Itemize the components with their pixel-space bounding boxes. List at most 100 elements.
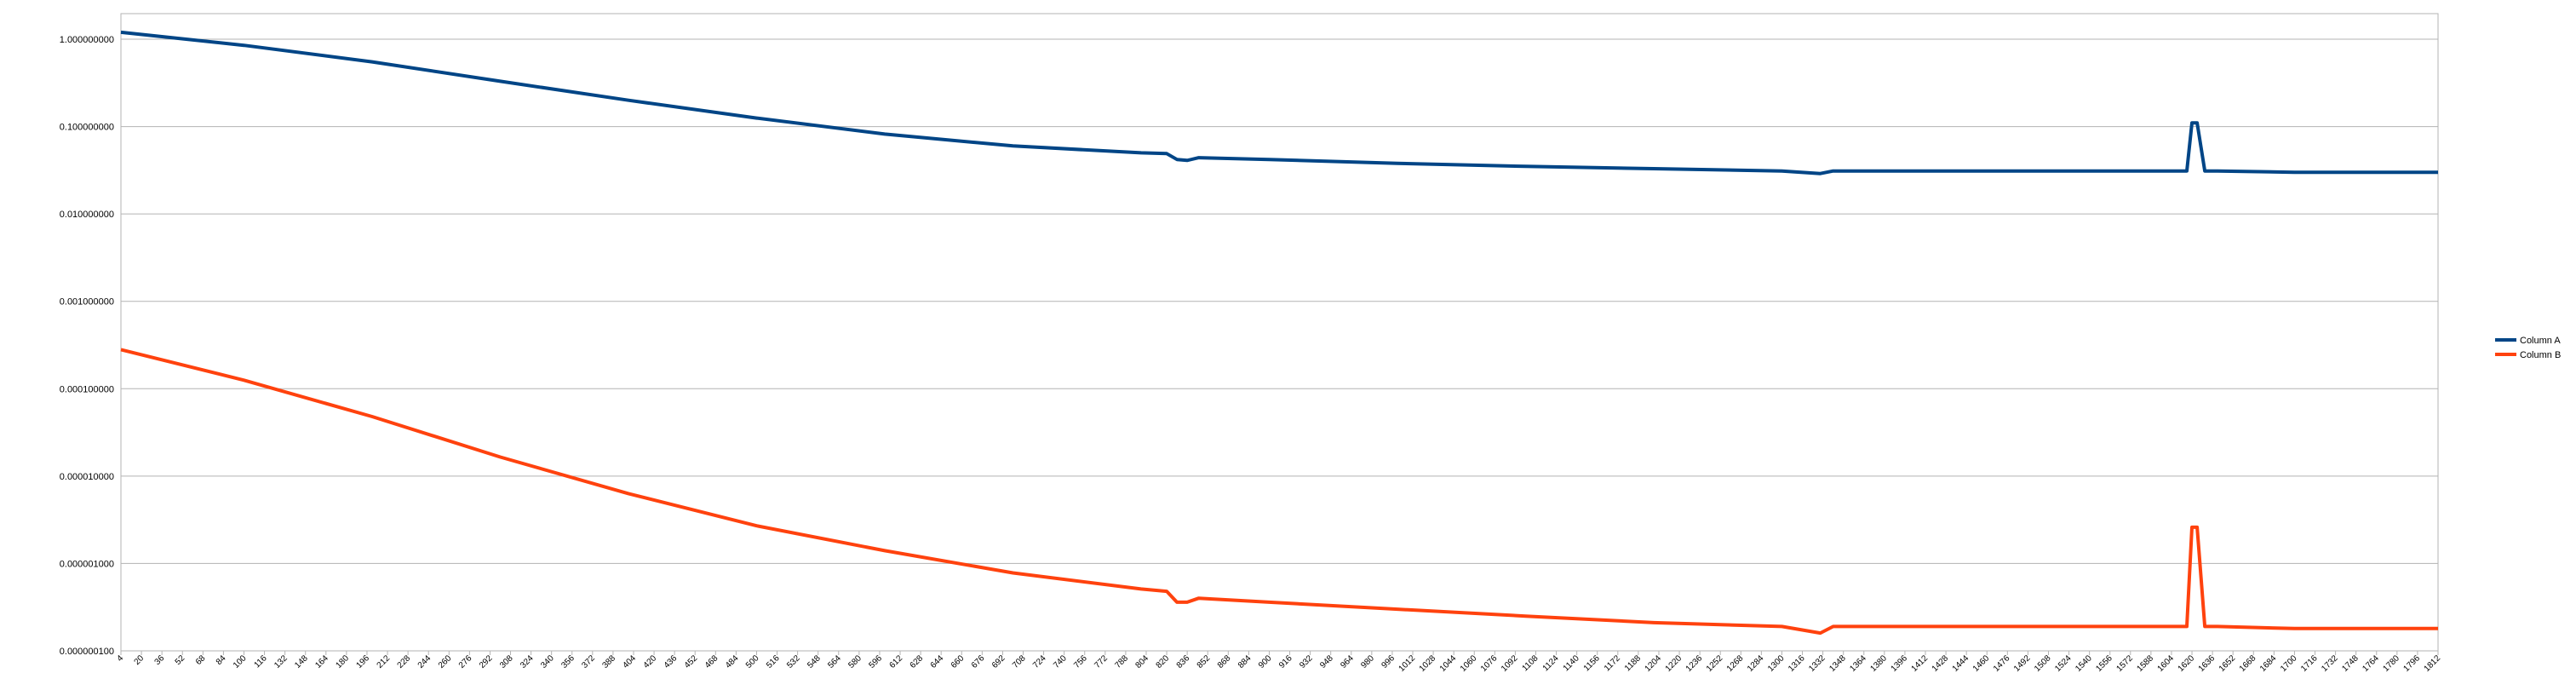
x-tick-label: 1636 [2197,653,2217,674]
x-tick-label: 308 [498,653,515,670]
x-tick-label: 1092 [1500,653,1520,674]
x-tick-label: 644 [929,653,946,670]
x-tick-label: 996 [1380,653,1397,670]
x-tick-label: 276 [457,653,474,670]
y-tick-label: 0.010000000 [60,210,114,220]
x-tick-label: 1300 [1766,653,1787,674]
x-tick-label: 1188 [1623,653,1643,673]
x-tick-label: 980 [1359,653,1376,670]
x-tick-label: 36 [153,653,167,667]
x-tick-label: 52 [174,653,187,667]
x-tick-label: 1044 [1438,653,1459,674]
x-tick-label: 68 [194,653,208,667]
x-tick-label: 1140 [1562,653,1581,673]
x-tick-label: 1204 [1644,653,1664,674]
x-tick-label: 772 [1093,653,1110,670]
x-tick-label: 708 [1011,653,1028,670]
x-tick-label: 228 [396,653,413,670]
x-tick-label: 1764 [2361,653,2381,674]
x-tick-label: 1700 [2279,653,2299,674]
x-tick-label: 564 [826,653,843,670]
x-tick-label: 132 [273,653,290,670]
x-tick-label: 1268 [1725,653,1746,674]
x-tick-label: 1556 [2094,653,2114,674]
x-tick-label: 148 [293,653,310,670]
legend-label: Column A [2520,336,2561,346]
y-tick-label: 0.100000000 [60,123,114,133]
x-tick-label: 1156 [1582,653,1602,673]
x-tick-label: 1508 [2033,653,2053,674]
x-tick-label: 1220 [1664,653,1684,674]
x-tick-label: 1780 [2381,653,2401,674]
x-tick-label: 788 [1113,653,1130,670]
x-tick-label: 1396 [1890,653,1910,674]
x-tick-label: 804 [1134,653,1151,670]
x-tick-label: 1572 [2114,653,2135,674]
legend-label: Column B [2520,350,2561,360]
x-tick-label: 1124 [1541,653,1561,673]
x-tick-label: 1588 [2135,653,2155,674]
x-tick-label: 340 [539,653,556,670]
x-tick-label: 964 [1339,653,1356,670]
x-tick-label: 388 [600,653,617,670]
x-tick-label: 1108 [1521,653,1540,673]
x-tick-label: 84 [215,653,228,667]
x-tick-label: 356 [559,653,577,670]
x-tick-label: 868 [1216,653,1233,670]
x-tick-label: 596 [867,653,884,670]
x-tick-label: 676 [970,653,987,670]
x-tick-label: 1412 [1910,653,1931,674]
x-tick-label: 468 [703,653,720,670]
x-tick-label: 580 [846,653,863,670]
x-tick-label: 1252 [1705,653,1725,674]
x-tick-label: 1332 [1807,653,1827,674]
x-tick-label: 1492 [2012,653,2033,674]
x-tick-label: 500 [744,653,761,670]
x-tick-label: 4 [115,653,125,664]
x-tick-label: 1460 [1971,653,1992,674]
x-tick-label: 164 [313,653,330,670]
y-tick-label: 0.000010000 [60,472,114,482]
x-tick-label: 932 [1298,653,1315,670]
x-tick-label: 1060 [1459,653,1479,674]
y-tick-label: 0.000100000 [60,384,114,394]
x-tick-label: 1716 [2299,653,2320,674]
plot-area-frame [120,13,2439,652]
x-tick-label: 1540 [2074,653,2094,674]
y-tick-label: 1.000000000 [60,35,114,45]
x-tick-label: 1364 [1848,653,1868,674]
x-axis-ticks: 4 20 36 52 68 84 100 116 132 148 164 180 196 212 228 24… [115,651,2442,674]
x-tick-label: 740 [1052,653,1069,670]
x-tick-label: 1380 [1868,653,1889,674]
x-tick-label: 420 [642,653,659,670]
x-tick-label: 612 [888,653,905,670]
x-tick-label: 260 [437,653,454,670]
x-tick-label: 180 [334,653,351,670]
x-tick-label: 516 [765,653,782,670]
x-tick-label: 196 [354,653,371,670]
x-tick-label: 100 [232,653,249,670]
x-tick-label: 692 [990,653,1007,670]
x-tick-label: 836 [1175,653,1192,670]
y-tick-label: 0.001000000 [60,297,114,308]
series-line-column-a [120,30,2438,175]
y-axis-ticks: 1.000000000 0.100000000 0.010000000 0.00100… [60,35,114,657]
x-tick-label: 852 [1196,653,1213,670]
legend: Column A Column B [2495,336,2561,360]
x-tick-label: 1796 [2402,653,2423,674]
x-tick-label: 1668 [2238,653,2258,674]
x-tick-label: 1076 [1479,653,1500,674]
x-tick-label: 900 [1257,653,1274,670]
x-tick-label: 1604 [2156,653,2177,674]
grid-lines [121,38,2438,652]
x-tick-label: 1284 [1746,653,1766,674]
x-tick-label: 1748 [2340,653,2361,674]
x-tick-label: 1012 [1397,653,1418,674]
x-tick-label: 1236 [1684,653,1705,674]
x-tick-label: 756 [1072,653,1089,670]
x-tick-label: 116 [253,653,269,670]
x-tick-label: 660 [950,653,967,670]
x-tick-label: 1316 [1787,653,1807,674]
y-tick-label: 0.000001000 [60,559,114,569]
